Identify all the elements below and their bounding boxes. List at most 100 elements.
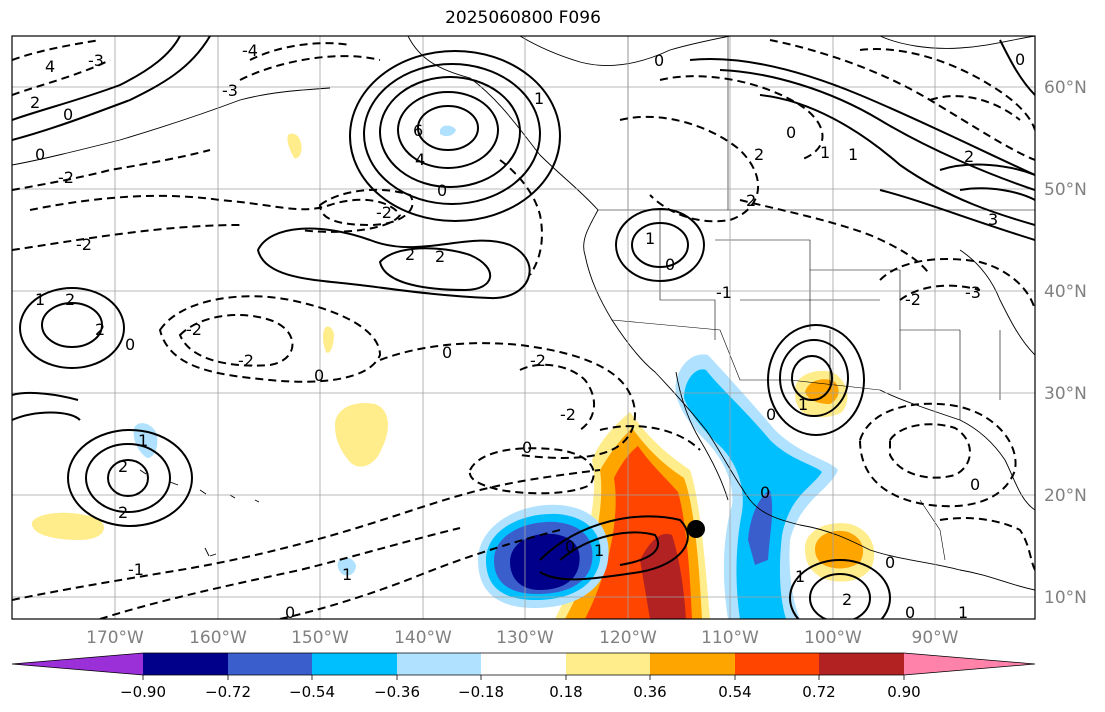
contour-label: 1 bbox=[138, 431, 148, 450]
lat-label: 30°N bbox=[1044, 384, 1087, 404]
colorbar-tick-label: −0.72 bbox=[205, 683, 251, 701]
contour-label: 2 bbox=[405, 245, 415, 264]
colorbar-tick-label: −0.90 bbox=[120, 683, 166, 701]
contour-label: 3 bbox=[988, 210, 998, 229]
lon-label: 170°W bbox=[86, 628, 144, 648]
colorbar-segment bbox=[650, 653, 735, 675]
contour-label: 1 bbox=[342, 565, 352, 584]
gridlines bbox=[12, 36, 1035, 619]
contour-label: 1 bbox=[798, 395, 808, 414]
map-area: 6 4 0 2 2 -2 -2 2 1 2 0 -2 -2 0 0 -2 -2 … bbox=[12, 36, 1035, 622]
colorbar-tick-label: −0.36 bbox=[374, 683, 420, 701]
lon-label: 140°W bbox=[394, 628, 452, 648]
contour-label: 2 bbox=[118, 503, 128, 522]
contour-label: 0 bbox=[766, 405, 776, 424]
colorbar-tick-label: 0.54 bbox=[718, 683, 751, 701]
contour-label: 0 bbox=[314, 366, 324, 385]
colorbar-tick-label: 0.72 bbox=[802, 683, 835, 701]
contour-label: 1 bbox=[958, 603, 968, 622]
contour-label: 0 bbox=[654, 51, 664, 70]
contour-label: -2 bbox=[186, 320, 202, 339]
contour-label: -1 bbox=[716, 283, 732, 302]
contour-label: 1 bbox=[35, 290, 45, 309]
contour-label: 1 bbox=[645, 229, 655, 248]
lat-label: 40°N bbox=[1044, 282, 1087, 302]
colorbar-segment bbox=[228, 653, 312, 675]
contour-label: -3 bbox=[222, 81, 238, 100]
contour-label: 2 bbox=[435, 247, 445, 266]
contour-label: 2 bbox=[30, 93, 40, 112]
contour-label: 4 bbox=[45, 57, 55, 76]
contour-label: 0 bbox=[442, 343, 452, 362]
longitude-labels: 170°W 160°W 150°W 140°W 130°W 120°W 110°… bbox=[86, 628, 959, 648]
contour-label: -2 bbox=[530, 351, 546, 370]
contour-label: 0 bbox=[885, 553, 895, 572]
colorbar-tick-label: 0.18 bbox=[549, 683, 582, 701]
colorbar-tick-label: 0.36 bbox=[633, 683, 666, 701]
contour-label: 2 bbox=[65, 290, 75, 309]
contour-label: 0 bbox=[63, 105, 73, 124]
contour-label: -1 bbox=[128, 560, 144, 579]
contour-label: 0 bbox=[970, 475, 980, 494]
contour-label: 1 bbox=[848, 145, 858, 164]
map-frame bbox=[11, 35, 1036, 620]
contour-label: 2 bbox=[842, 590, 852, 609]
lon-label: 150°W bbox=[291, 628, 349, 648]
lon-label: 160°W bbox=[189, 628, 247, 648]
latitude-labels: 60°N 50°N 40°N 30°N 20°N 10°N bbox=[1044, 78, 1087, 608]
lon-label: 100°W bbox=[804, 628, 862, 648]
lon-label: 90°W bbox=[912, 628, 959, 648]
contour-label: 0 bbox=[285, 603, 295, 622]
contour-label: 2 bbox=[118, 457, 128, 476]
contour-label: 2 bbox=[95, 320, 105, 339]
colorbar: −0.90 −0.72 −0.54 −0.36 −0.18 0.18 0.36 … bbox=[11, 652, 1036, 701]
lon-label: 120°W bbox=[599, 628, 657, 648]
contour-labels: 6 4 0 2 2 -2 -2 2 1 2 0 -2 -2 0 0 -2 -2 … bbox=[30, 41, 1025, 622]
colorbar-segment bbox=[143, 653, 228, 675]
contour-label: 0 bbox=[665, 255, 675, 274]
contour-label: 1 bbox=[820, 143, 830, 162]
lat-label: 50°N bbox=[1044, 180, 1087, 200]
contour-label: 0 bbox=[760, 483, 770, 502]
contour-label: -2 bbox=[905, 290, 921, 309]
contour-label: 0 bbox=[1015, 50, 1025, 69]
contour-label: 0 bbox=[565, 537, 575, 556]
colorbar-segment bbox=[397, 653, 481, 675]
contour-label: 0 bbox=[35, 145, 45, 164]
positive-anomaly-patch bbox=[335, 402, 388, 467]
contour-label: -3 bbox=[965, 283, 981, 302]
colorbar-segment bbox=[904, 653, 1035, 675]
positive-contours bbox=[12, 36, 1035, 619]
colorbar-tick-label: −0.54 bbox=[289, 683, 335, 701]
contour-label: 0 bbox=[437, 181, 447, 200]
contour-label: 1 bbox=[534, 89, 544, 108]
negative-contours bbox=[12, 39, 1035, 619]
lon-label: 130°W bbox=[496, 628, 554, 648]
colorbar-segment bbox=[735, 653, 819, 675]
colorbar-tick-label: −0.18 bbox=[458, 683, 504, 701]
colorbar-segment bbox=[481, 653, 566, 675]
colorbar-segment bbox=[566, 653, 650, 675]
contour-label: 4 bbox=[415, 150, 425, 169]
contour-label: 1 bbox=[594, 541, 604, 560]
colorbar-segment bbox=[12, 653, 143, 675]
colorbar-segment bbox=[819, 653, 904, 675]
contour-label: 0 bbox=[522, 438, 532, 457]
lon-label: 110°W bbox=[701, 628, 759, 648]
contour-label: 0 bbox=[786, 123, 796, 142]
map-title: 2025060800 F096 bbox=[445, 8, 601, 28]
colorbar-segment bbox=[312, 653, 397, 675]
contour-label: -4 bbox=[242, 41, 258, 60]
contour-label: -2 bbox=[376, 203, 392, 222]
contour-label: -2 bbox=[58, 168, 74, 187]
lat-label: 20°N bbox=[1044, 486, 1087, 506]
contour-label: 0 bbox=[125, 335, 135, 354]
contour-label: 2 bbox=[964, 147, 974, 166]
contour-label: 1 bbox=[795, 567, 805, 586]
contour-label: -2 bbox=[560, 405, 576, 424]
lat-label: 10°N bbox=[1044, 588, 1087, 608]
contour-label: 2 bbox=[754, 145, 764, 164]
storm-center-marker bbox=[687, 520, 705, 538]
contour-label: -3 bbox=[88, 51, 104, 70]
